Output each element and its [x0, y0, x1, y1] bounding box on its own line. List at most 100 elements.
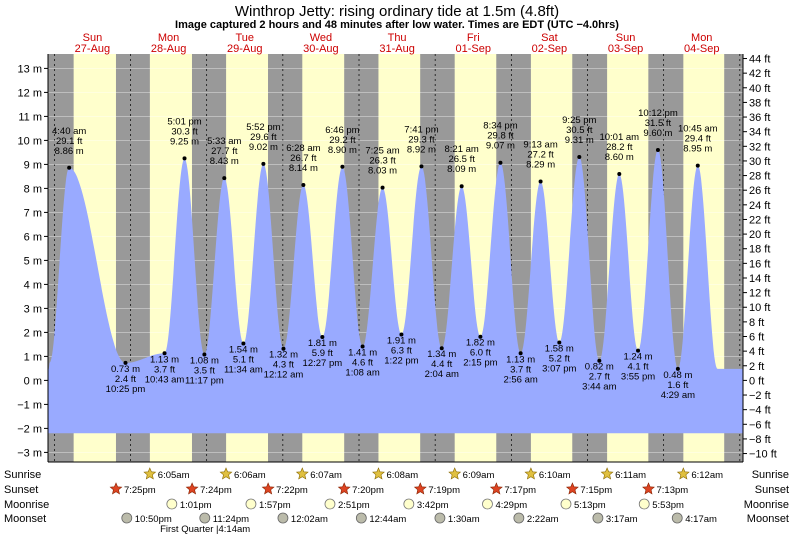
tide-label: 2:15 pm	[463, 358, 497, 369]
day-date: 30-Aug	[303, 43, 338, 55]
tide-label: 4.3 ft	[273, 360, 294, 371]
moonset-icon	[199, 512, 211, 524]
y-right-tick-label: 14 ft	[749, 273, 770, 285]
tide-label: 6.3 ft	[391, 346, 412, 357]
low-tide-marker: 1.82 m6.0 ft2:15 pm	[463, 334, 498, 369]
y-right-tick-label: −10 ft	[749, 449, 777, 461]
tide-label: 5:33 am	[207, 136, 241, 147]
day-name: Mon	[691, 32, 712, 44]
moonset-icon	[355, 512, 367, 524]
tide-label: 30.5 ft	[566, 125, 593, 136]
moonrise-icon	[245, 498, 257, 510]
tide-label: 8.29 m	[526, 159, 555, 170]
tide-point	[419, 164, 424, 169]
tide-label: 30.3 ft	[171, 126, 198, 137]
sunset-time: 7:15pm	[580, 485, 612, 496]
moonset-icon	[513, 512, 525, 524]
tide-point	[675, 366, 680, 371]
sunrise-event: 6:06am	[219, 467, 266, 481]
moonset-time: 11:24pm	[213, 514, 249, 525]
sunrise-time: 6:06am	[234, 470, 266, 481]
tide-label: 1:22 pm	[384, 356, 418, 367]
low-tide-marker: 1.91 m6.3 ft1:22 pm	[384, 332, 419, 367]
tide-label: 5:01 pm	[167, 116, 201, 127]
y-right-tick-label: 18 ft	[749, 244, 770, 256]
tide-label: 1:08 am	[345, 368, 379, 379]
y-right-tick-label: 42 ft	[749, 68, 770, 80]
tide-point	[636, 348, 641, 353]
sunset-icon	[565, 482, 579, 495]
moonrise-icon	[403, 498, 415, 510]
tide-label: 1.08 m	[190, 355, 219, 366]
moonset-event: 11:24pm	[199, 512, 249, 525]
y-right-tick-label: 30 ft	[749, 156, 770, 168]
tide-label: 11:17 pm	[185, 375, 224, 386]
y-right-tick-label: −2 ft	[749, 390, 771, 402]
moonset-event: 4:17am	[671, 512, 717, 525]
sunrise-time: 6:09am	[463, 470, 495, 481]
y-left-tick-label: −1 m	[17, 399, 42, 411]
tide-label: 8.60 m	[605, 152, 634, 163]
y-right-tick-label: −6 ft	[749, 419, 771, 431]
tide-label: 6:46 pm	[325, 125, 359, 136]
sunset-icon	[185, 482, 199, 495]
y-left-tick-label: 7 m	[24, 207, 42, 219]
moonrise-time: 5:53pm	[652, 500, 684, 511]
tide-label: 1.34 m	[427, 349, 456, 360]
day-date: 02-Sep	[532, 43, 567, 55]
sunset-time: 7:20pm	[352, 485, 384, 496]
tide-label: 8:21 am	[445, 144, 479, 155]
moonset-icon	[434, 512, 446, 524]
y-right-tick-label: 20 ft	[749, 229, 770, 241]
tide-label: 4.6 ft	[352, 358, 373, 369]
tide-point	[478, 334, 483, 339]
y-right-tick-label: 28 ft	[749, 171, 770, 183]
day-date: 03-Sep	[608, 43, 643, 55]
tide-label: 1.13 m	[150, 354, 179, 365]
moonrise-icon	[482, 498, 493, 510]
sunset-time: 7:19pm	[428, 485, 460, 496]
sunset-event: 7:13pm	[642, 482, 688, 496]
row-label-right: Moonset	[747, 513, 789, 525]
moonset-event: 12:02am	[277, 512, 328, 525]
y-right-tick-label: 32 ft	[749, 141, 770, 153]
tide-point	[577, 154, 582, 159]
tide-label: 27.7 ft	[211, 146, 238, 157]
tide-label: 9.25 m	[170, 136, 199, 147]
y-left-tick-label: 13 m	[18, 63, 42, 75]
y-right-tick-label: 10 ft	[749, 302, 770, 314]
sunset-icon	[413, 482, 427, 495]
y-left-tick-label: 10 m	[18, 135, 42, 147]
tide-label: 2.4 ft	[115, 374, 136, 385]
tide-label: 29.8 ft	[487, 131, 514, 142]
sunset-time: 7:25pm	[124, 485, 156, 496]
row-label-left: Moonset	[4, 513, 46, 525]
sunrise-event: 6:05am	[143, 467, 190, 481]
low-tide-marker: 1.24 m4.1 ft3:55 pm	[621, 348, 655, 383]
chart-subtitle: Image captured 2 hours and 48 minutes af…	[175, 19, 619, 31]
tide-label: 10:12 pm	[638, 108, 678, 119]
sunrise-time: 6:12am	[691, 470, 723, 481]
y-right-tick-label: 38 ft	[749, 97, 770, 109]
tide-label: 10:25 pm	[106, 384, 146, 395]
tide-label: 0.48 m	[663, 370, 692, 381]
y-left-tick-label: 1 m	[24, 351, 42, 363]
moonset-time: 10:50pm	[135, 514, 172, 525]
moonrise-time: 1:01pm	[180, 500, 212, 511]
tide-label: 8:34 pm	[483, 121, 517, 132]
tide-label: 6:28 am	[286, 143, 320, 154]
moonrise-event: 5:13pm	[560, 498, 606, 511]
moon-phase-label: First Quarter |4:14am	[160, 524, 250, 535]
tide-point	[380, 185, 385, 190]
tide-label: 10:01 am	[599, 132, 639, 143]
